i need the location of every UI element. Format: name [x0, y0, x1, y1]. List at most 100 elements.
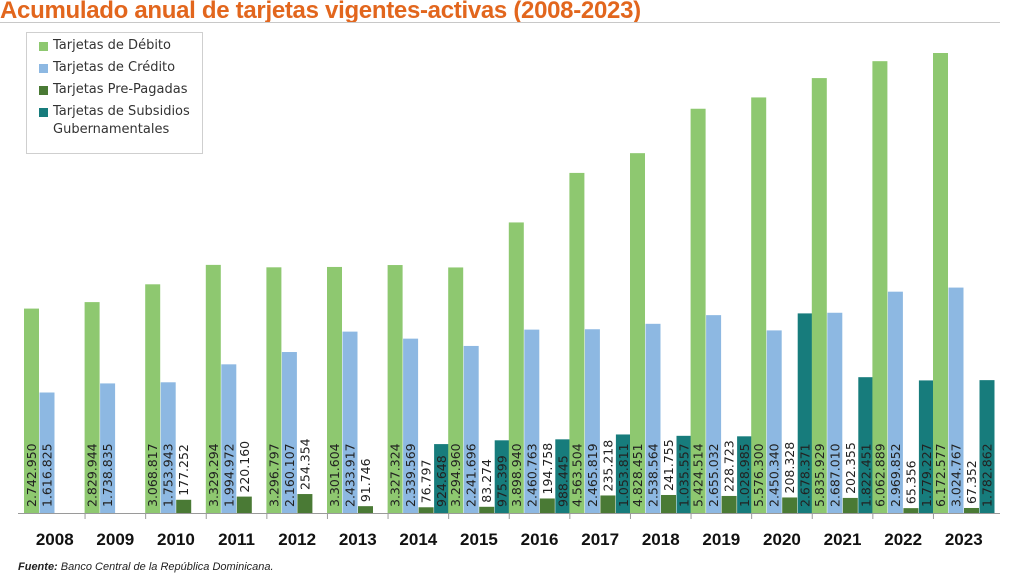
data-label: 2.655.032 — [706, 443, 721, 507]
data-label: 2.160.107 — [282, 443, 297, 507]
bar-2-2014 — [418, 507, 434, 513]
data-label: 228.723 — [722, 440, 737, 492]
legend-swatch — [39, 42, 48, 51]
x-tick-label: 2019 — [702, 530, 740, 549]
x-tick-label: 2021 — [824, 530, 862, 549]
bar-1-2009 — [100, 383, 116, 513]
data-label: 1.822.451 — [858, 443, 873, 507]
data-label: 924.648 — [434, 455, 449, 507]
bar-2-2011 — [236, 496, 252, 513]
data-label: 2.465.819 — [585, 443, 600, 507]
bar-0-2021 — [811, 78, 827, 513]
x-tick-label: 2008 — [36, 530, 74, 549]
data-label: 1.782.862 — [980, 443, 995, 507]
x-tick-label: 2017 — [581, 530, 619, 549]
bar-2-2010 — [176, 499, 192, 513]
bar-0-2013 — [327, 266, 342, 513]
bar-0-2015 — [448, 267, 464, 513]
x-tick-label: 2013 — [339, 530, 377, 549]
data-label: 6.062.889 — [872, 443, 887, 507]
data-label: 3.329.294 — [206, 443, 221, 507]
data-label: 3.024.767 — [949, 443, 964, 507]
bar-1-2020 — [766, 330, 782, 513]
bar-2-2021 — [842, 497, 858, 513]
data-label: 4.828.451 — [630, 443, 645, 507]
bar-0-2022 — [872, 61, 888, 514]
data-label: 2.687.010 — [827, 443, 842, 507]
legend-item-subsidios: Tarjetas de Subsidios Gubernamentales — [39, 103, 196, 139]
bar-0-2023 — [933, 53, 948, 513]
x-tick-label: 2020 — [763, 530, 801, 549]
data-label: 3.327.324 — [388, 443, 403, 507]
data-label: 2.538.564 — [646, 443, 661, 507]
data-label: 1.753.943 — [161, 443, 176, 507]
data-label: 2.829.944 — [85, 443, 100, 507]
data-label: 3.296.797 — [266, 443, 281, 507]
x-tick-label: 2016 — [521, 530, 559, 549]
bar-3-2015 — [494, 440, 510, 513]
bar-1-2015 — [463, 345, 479, 513]
data-label: 1.053.811 — [616, 443, 631, 507]
bar-0-2009 — [84, 302, 100, 513]
bar-3-2021 — [858, 377, 874, 513]
data-label: 5.576.300 — [751, 443, 766, 507]
data-label: 1.028.985 — [737, 443, 752, 507]
legend-label: Tarjetas de Crédito — [53, 60, 176, 75]
bar-3-2020 — [797, 313, 813, 513]
bar-3-2014 — [434, 444, 450, 513]
data-label: 91.746 — [358, 458, 373, 502]
bar-2-2012 — [297, 494, 313, 513]
data-label: 2.969.852 — [888, 443, 903, 507]
data-label: 208.328 — [782, 442, 797, 494]
data-label: 1.779.227 — [919, 443, 934, 507]
data-label: 1.035.557 — [677, 443, 692, 507]
legend-label: Tarjetas Pre-Pagadas — [53, 82, 188, 97]
chart-title: Acumulado anual de tarjetas vigentes-act… — [0, 0, 641, 24]
bar-2-2023 — [964, 507, 979, 513]
data-label: 3.301.604 — [327, 443, 342, 507]
bar-3-2022 — [918, 380, 934, 513]
bar-2-2013 — [358, 506, 373, 513]
source-note: Fuente: Banco Central de la República Do… — [18, 561, 274, 573]
bar-0-2014 — [387, 265, 403, 513]
data-label: 65.356 — [903, 460, 918, 504]
data-label: 235.218 — [600, 440, 615, 492]
bar-2-2019 — [721, 495, 737, 513]
data-label: 194.758 — [540, 443, 555, 495]
bar-3-2019 — [737, 436, 753, 513]
data-label: 202.355 — [843, 442, 858, 494]
bar-0-2012 — [266, 267, 282, 513]
x-tick-label: 2015 — [460, 530, 498, 549]
x-tick-label: 2022 — [884, 530, 922, 549]
data-label: 76.797 — [419, 460, 434, 504]
bar-2-2018 — [661, 494, 676, 513]
data-label: 2.678.371 — [798, 443, 813, 507]
data-label: 220.160 — [237, 441, 252, 493]
data-label: 1.994.972 — [221, 443, 236, 507]
bar-0-2019 — [690, 108, 706, 514]
x-tick-label: 2023 — [945, 530, 983, 549]
bar-1-2018 — [645, 323, 661, 513]
data-label: 67.352 — [964, 460, 979, 504]
bar-0-2017 — [569, 172, 585, 514]
bar-1-2013 — [342, 331, 358, 513]
title-divider — [0, 22, 1000, 23]
bar-1-2010 — [160, 382, 176, 513]
bar-2-2022 — [903, 508, 919, 513]
data-label: 3.068.817 — [145, 443, 160, 507]
bar-1-2014 — [403, 338, 419, 513]
source-text: Banco Central de la República Dominicana… — [60, 561, 274, 573]
bar-1-2022 — [887, 291, 903, 513]
data-label: 4.563.504 — [569, 443, 584, 507]
bar-3-2023 — [979, 380, 995, 513]
bar-0-2018 — [630, 153, 645, 514]
data-label: 3.898.940 — [509, 443, 524, 507]
legend-swatch — [39, 108, 48, 117]
data-label: 241.755 — [661, 439, 676, 491]
bar-3-2018 — [676, 435, 692, 513]
chart-legend: Tarjetas de Débito Tarjetas de Crédito T… — [26, 32, 203, 154]
data-label: 5.835.929 — [812, 443, 827, 507]
bar-1-2017 — [584, 329, 600, 513]
